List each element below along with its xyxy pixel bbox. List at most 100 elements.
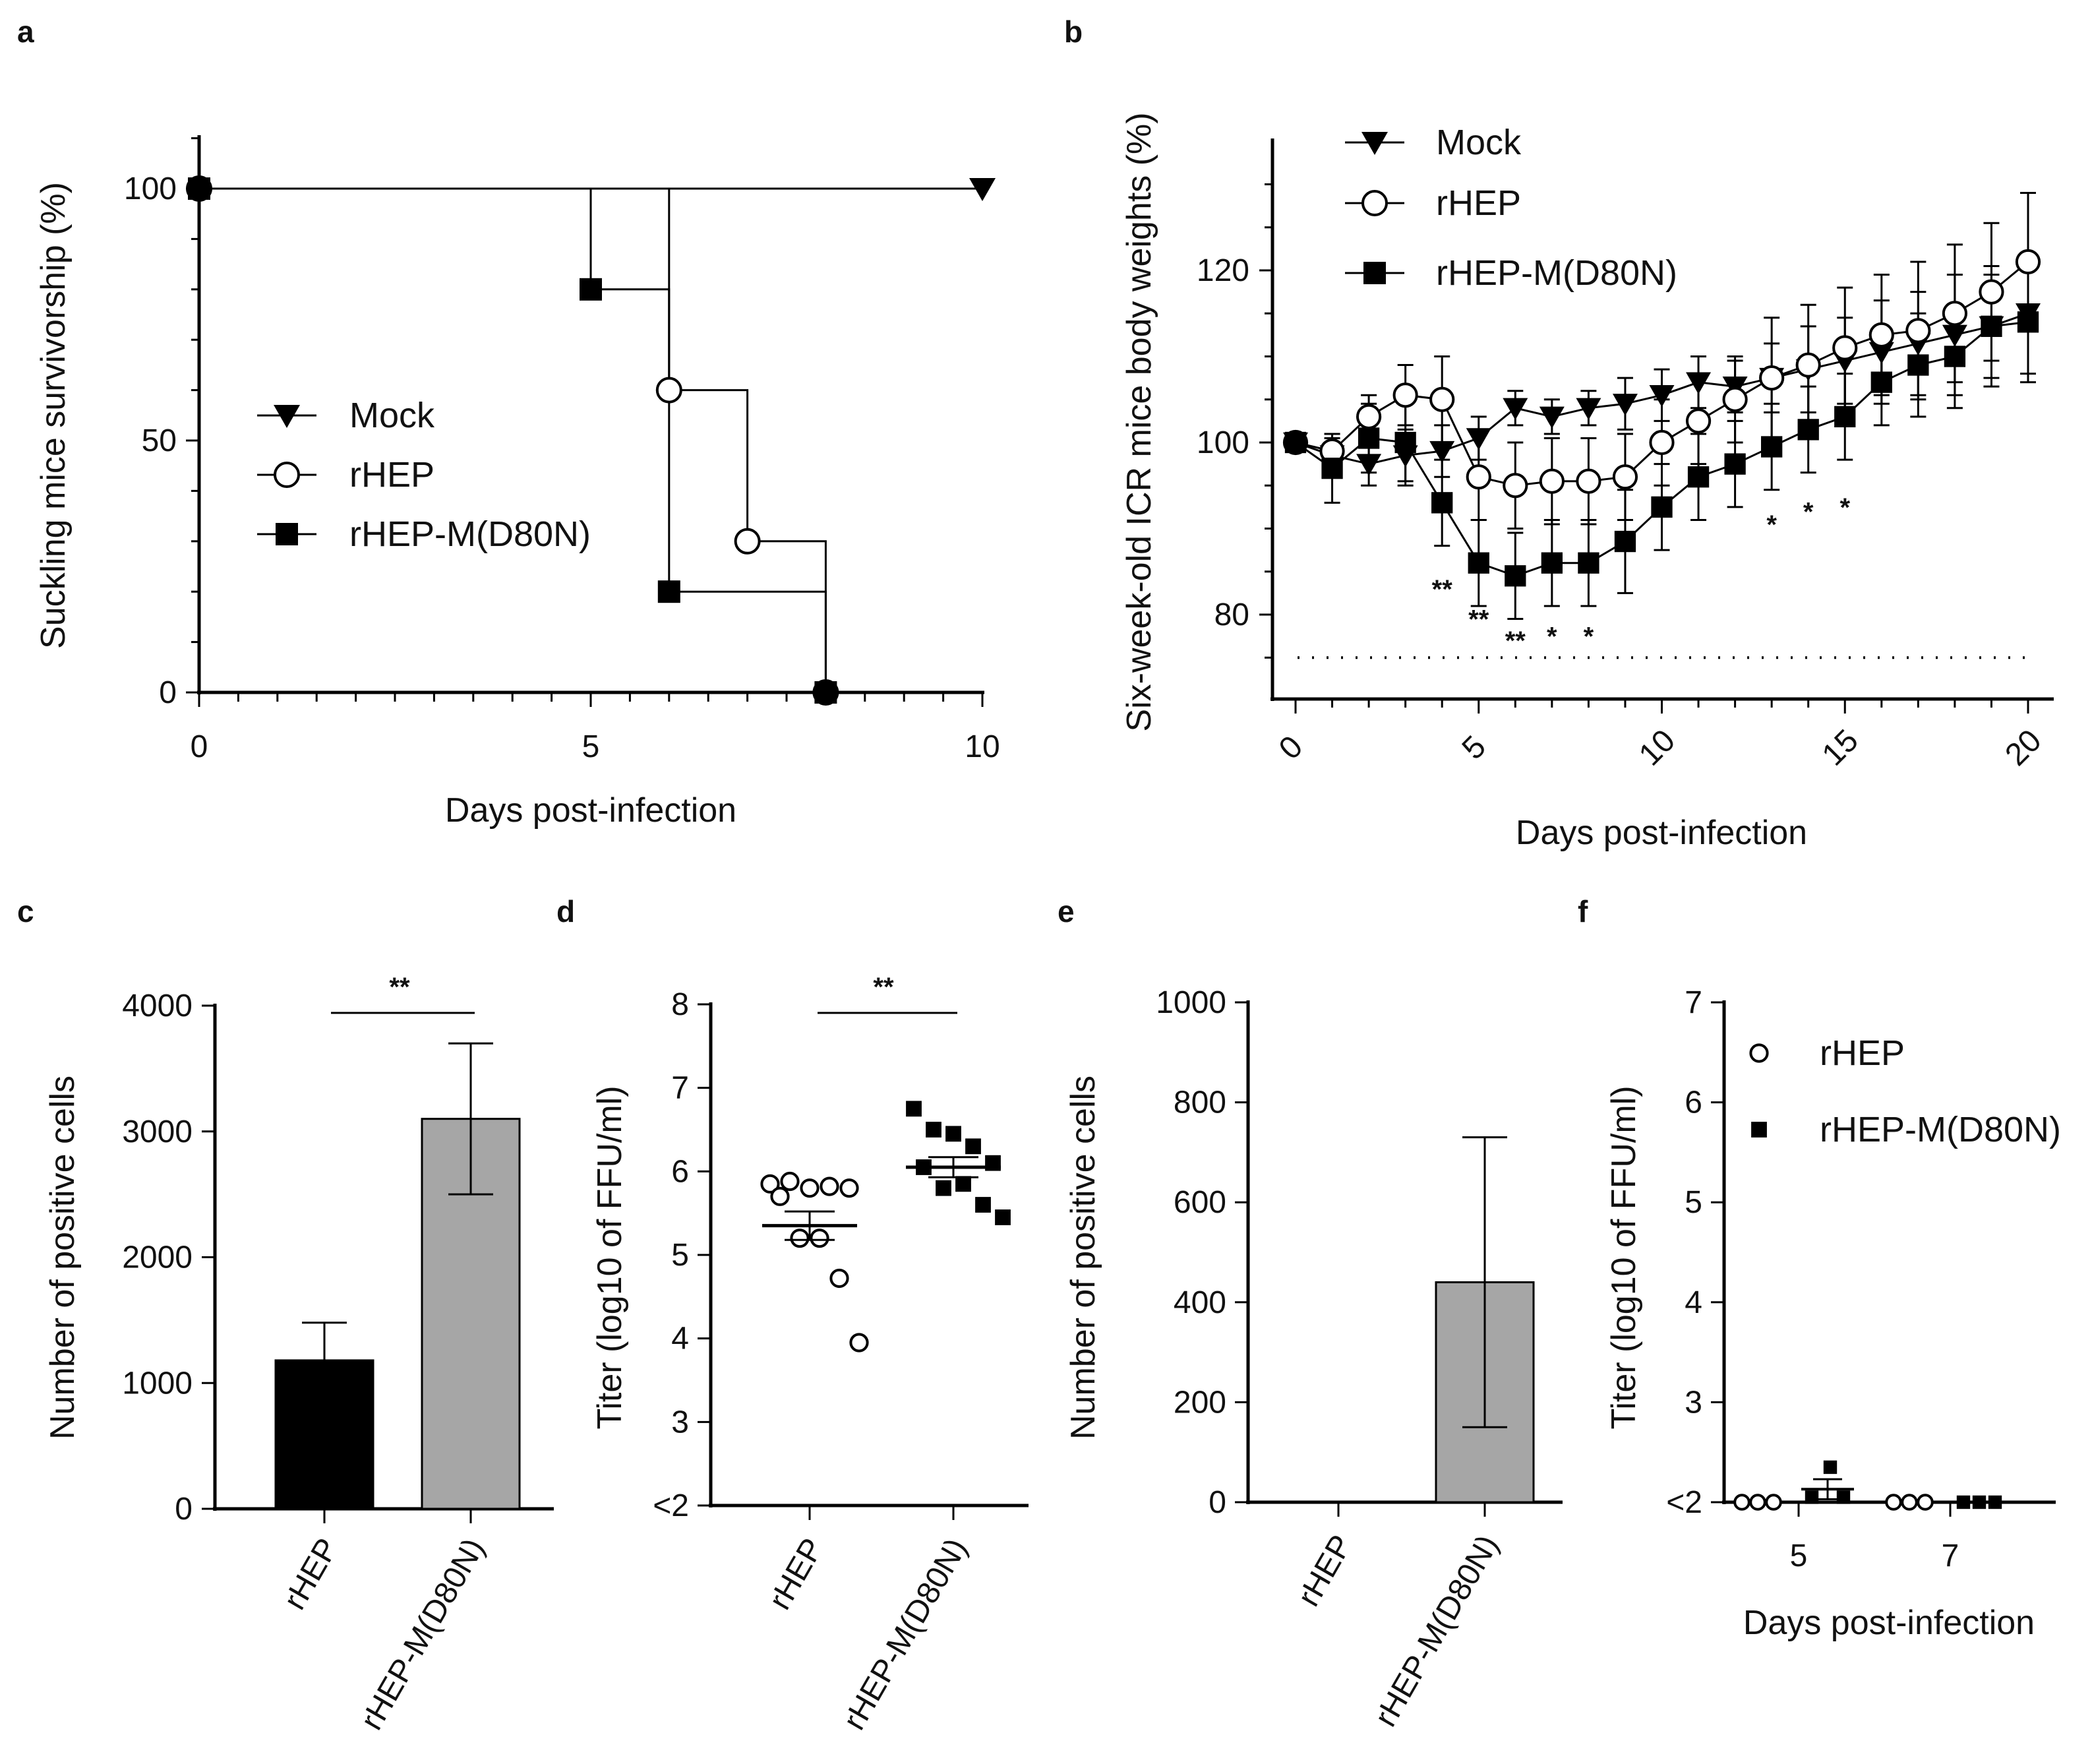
titer-point <box>1749 1494 1766 1511</box>
significance-marker: ** <box>1432 575 1453 604</box>
x-tick-label: rHEP-M(D80N) <box>354 1533 492 1736</box>
titer-point <box>936 1180 951 1196</box>
x-tick-label: 10 <box>965 729 1000 764</box>
y-tick-label: 7 <box>671 1071 689 1106</box>
weight-point <box>2017 311 2039 333</box>
x-tick-label: 0 <box>1272 729 1309 766</box>
weight-point <box>1541 552 1563 574</box>
weight-point <box>1429 441 1455 464</box>
y-axis-title: Titer (log10 of FFU/ml) <box>1605 1085 1643 1429</box>
titer-point <box>829 1268 849 1289</box>
weight-point <box>1466 428 1491 450</box>
x-tick-label: rHEP-M(D80N) <box>1368 1529 1506 1732</box>
weight-point <box>1392 382 1418 408</box>
titer-point <box>926 1122 941 1138</box>
weight-point <box>1687 466 1710 488</box>
survival-line-1 <box>199 187 827 692</box>
weight-point <box>1356 404 1382 429</box>
significance-marker: ** <box>1468 605 1489 634</box>
y-tick-label: 100 <box>124 171 177 206</box>
weight-point <box>1944 346 1966 367</box>
y-tick-label: 3 <box>671 1405 689 1440</box>
panel-d: d <2 3 4 5 6 7 8 rHEP rHEP-M(D80N) ** Titer (log10 … <box>556 894 1029 1736</box>
y-tick-label: 200 <box>1174 1385 1226 1420</box>
weight-point <box>1576 468 1601 494</box>
panel-a: a 0 50 100 0 5 10 Days post-infection Suckling m… <box>17 15 1000 830</box>
weight-point <box>1394 431 1416 454</box>
legend-marker <box>274 462 300 488</box>
y-tick-label: <2 <box>653 1488 689 1523</box>
y-axis-title: Number of positive cells <box>1064 1076 1102 1440</box>
y-tick-label: 800 <box>1174 1085 1226 1120</box>
titer-point <box>1917 1494 1934 1511</box>
weight-point <box>1612 464 1638 490</box>
x-axis-title: Days post-infection <box>445 791 736 830</box>
weight-point <box>1358 427 1380 449</box>
titer-point <box>1972 1495 1987 1509</box>
x-tick-label: rHEP <box>762 1533 830 1616</box>
panel-c: c 0 1000 2000 3000 4000 rHEP rHEP-M(D80N) ** Numb… <box>17 894 554 1736</box>
panel-letter-c: c <box>17 894 34 928</box>
significance-marker: * <box>1547 623 1557 652</box>
weight-point <box>1868 342 1894 365</box>
panel-b: b 80 100 120 0 5 10 15 20 Days post-infection Six-… <box>1064 15 2054 852</box>
y-tick-label: 100 <box>1197 425 1249 460</box>
weight-point <box>1576 398 1601 420</box>
x-tick-label: rHEP <box>277 1533 345 1616</box>
survival-point <box>655 377 682 404</box>
survival-point <box>814 681 837 704</box>
panel-letter-b: b <box>1064 15 1083 49</box>
y-axis-title: Number of positive cells <box>44 1076 82 1440</box>
weight-point <box>1651 496 1673 518</box>
titer-point <box>955 1176 971 1192</box>
survival-line-2 <box>199 187 827 692</box>
x-tick-label: rHEP <box>1291 1529 1359 1612</box>
titer-point <box>820 1176 839 1196</box>
titer-point <box>1956 1495 1971 1509</box>
titer-point <box>770 1186 790 1206</box>
panel-f: f <2 3 4 5 6 7 5 7 Days post-infection Titer (log1… <box>1578 894 2061 1642</box>
survival-point <box>657 580 680 603</box>
titer-point <box>790 1229 810 1248</box>
x-tick-label: 15 <box>1816 723 1865 772</box>
significance-marker: * <box>1584 623 1594 652</box>
weight-point <box>1942 324 1967 347</box>
weight-point <box>1832 335 1858 361</box>
y-tick-label: 3000 <box>122 1114 193 1149</box>
weight-point <box>1539 406 1565 429</box>
weight-point <box>1321 458 1343 479</box>
y-tick-label: 6 <box>1685 1085 1702 1120</box>
x-tick-label: 20 <box>1998 723 2048 772</box>
y-tick-label: 50 <box>142 423 177 458</box>
titer-point <box>1988 1495 2002 1509</box>
legend-label: rHEP-M(D80N) <box>349 514 591 554</box>
titer-point <box>1823 1460 1838 1475</box>
weight-point <box>1429 386 1455 412</box>
weight-point <box>1685 408 1712 434</box>
weight-point <box>1505 565 1526 587</box>
y-tick-label: 400 <box>1174 1285 1226 1320</box>
titer-point <box>1885 1494 1902 1511</box>
y-tick-label: 0 <box>1209 1485 1226 1520</box>
weight-point <box>1868 322 1894 348</box>
titer-point <box>849 1333 869 1353</box>
legend-marker <box>276 523 298 545</box>
y-tick-label: 7 <box>1685 985 1702 1020</box>
significance-marker: * <box>1766 510 1777 539</box>
y-tick-label: 1000 <box>1156 985 1226 1020</box>
legend-marker <box>274 405 300 428</box>
x-axis-title: Days post-infection <box>1516 814 1807 852</box>
y-tick-label: 4 <box>1685 1285 1702 1320</box>
titer-point <box>945 1126 961 1142</box>
legend-marker <box>1751 1122 1767 1138</box>
weight-point <box>1503 473 1528 499</box>
titer-point <box>975 1197 991 1213</box>
weight-point <box>1539 468 1565 494</box>
x-tick-label: 5 <box>582 729 600 764</box>
legend-label: rHEP <box>1820 1033 1905 1073</box>
panel-letter-a: a <box>17 15 34 49</box>
weight-point <box>1356 454 1382 476</box>
weight-point <box>1979 279 2004 305</box>
weight-point <box>1795 352 1821 378</box>
